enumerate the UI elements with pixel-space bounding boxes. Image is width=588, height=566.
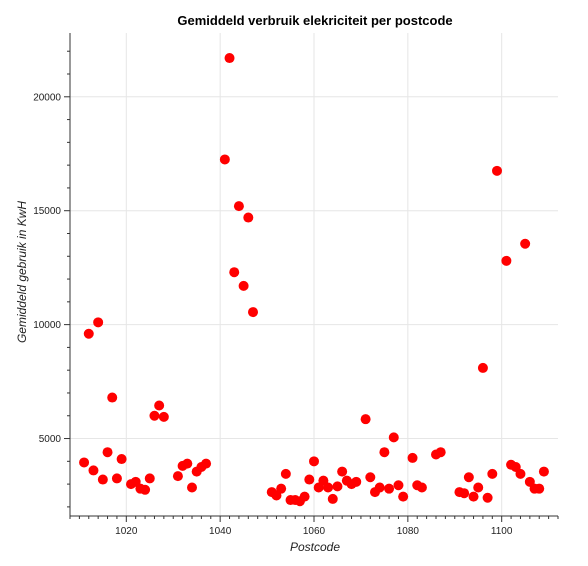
data-point bbox=[459, 488, 469, 498]
data-point bbox=[469, 492, 479, 502]
data-point bbox=[483, 493, 493, 503]
data-point bbox=[304, 475, 314, 485]
data-point bbox=[501, 256, 511, 266]
axes bbox=[64, 33, 558, 522]
data-point bbox=[248, 307, 258, 317]
data-point bbox=[103, 447, 113, 457]
data-point bbox=[375, 483, 385, 493]
data-point bbox=[93, 317, 103, 327]
data-point bbox=[408, 453, 418, 463]
data-point bbox=[520, 239, 530, 249]
data-point bbox=[182, 459, 192, 469]
data-point bbox=[281, 469, 291, 479]
tick-labels: 1020 1040 1060 1080 1100 5000 10000 15000 20000 bbox=[33, 92, 513, 537]
data-point bbox=[515, 469, 525, 479]
data-point bbox=[154, 401, 164, 411]
data-point bbox=[88, 465, 98, 475]
y-tick-label: 20000 bbox=[33, 92, 61, 103]
data-point bbox=[300, 492, 310, 502]
data-point bbox=[436, 447, 446, 457]
data-point bbox=[351, 477, 361, 487]
y-axis-label: Gemiddeld gebruik in KwH bbox=[15, 201, 29, 343]
data-point bbox=[140, 485, 150, 495]
grid bbox=[70, 33, 558, 516]
data-point bbox=[478, 363, 488, 373]
data-point bbox=[234, 201, 244, 211]
data-point bbox=[417, 483, 427, 493]
data-point bbox=[229, 267, 239, 277]
x-tick-label: 1100 bbox=[491, 526, 513, 537]
x-tick-label: 1080 bbox=[397, 526, 420, 537]
data-point bbox=[84, 329, 94, 339]
data-point bbox=[243, 213, 253, 223]
data-point bbox=[487, 469, 497, 479]
y-tick-label: 5000 bbox=[39, 434, 62, 445]
data-point bbox=[187, 483, 197, 493]
data-point bbox=[332, 481, 342, 491]
data-point bbox=[107, 393, 117, 403]
data-point bbox=[220, 154, 230, 164]
data-point bbox=[534, 484, 544, 494]
data-point bbox=[398, 492, 408, 502]
data-point bbox=[539, 467, 549, 477]
data-point bbox=[323, 483, 333, 493]
data-point bbox=[159, 412, 169, 422]
chart-title: Gemiddeld verbruik elekriciteit per post… bbox=[177, 13, 452, 28]
data-point bbox=[328, 494, 338, 504]
data-point bbox=[173, 471, 183, 481]
data-point bbox=[239, 281, 249, 291]
data-point bbox=[149, 411, 159, 421]
data-point bbox=[79, 457, 89, 467]
data-point bbox=[473, 483, 483, 493]
data-point bbox=[225, 53, 235, 63]
x-axis-label: Postcode bbox=[290, 540, 340, 554]
data-point bbox=[384, 484, 394, 494]
y-tick-label: 10000 bbox=[33, 320, 61, 331]
x-tick-label: 1060 bbox=[303, 526, 326, 537]
data-point bbox=[112, 473, 122, 483]
data-point bbox=[145, 473, 155, 483]
data-point bbox=[464, 472, 474, 482]
data-point bbox=[201, 459, 211, 469]
data-point bbox=[379, 447, 389, 457]
data-point bbox=[309, 456, 319, 466]
data-point bbox=[337, 467, 347, 477]
data-point bbox=[389, 432, 399, 442]
data-point bbox=[361, 414, 371, 424]
data-point bbox=[492, 166, 502, 176]
x-tick-label: 1020 bbox=[115, 526, 138, 537]
data-point bbox=[393, 480, 403, 490]
data-point bbox=[117, 454, 127, 464]
x-tick-label: 1040 bbox=[209, 526, 232, 537]
y-tick-label: 15000 bbox=[33, 206, 61, 217]
data-point bbox=[276, 484, 286, 494]
data-point bbox=[365, 472, 375, 482]
data-point bbox=[98, 475, 108, 485]
